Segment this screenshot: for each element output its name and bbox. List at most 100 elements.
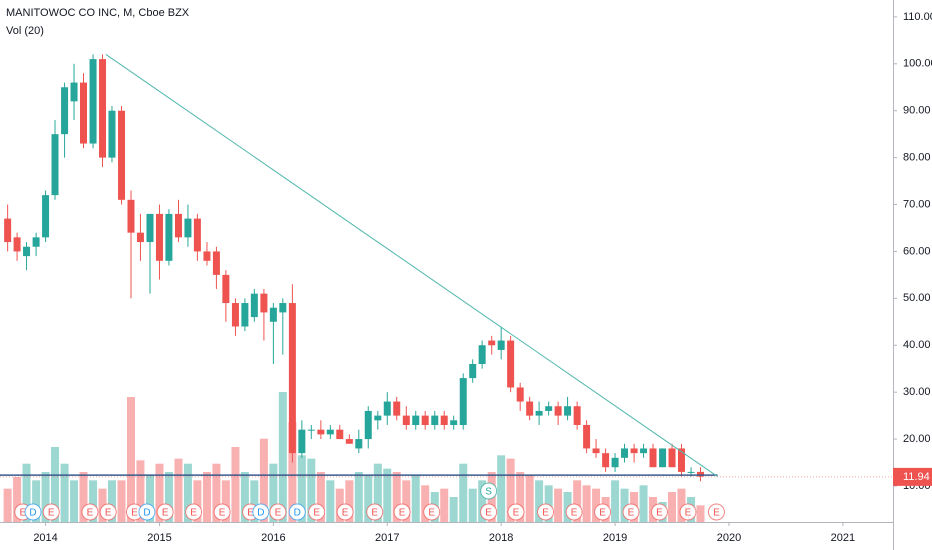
event-label: E — [313, 508, 320, 519]
x-tick-label: 2020 — [717, 532, 741, 544]
candle-body — [488, 340, 496, 346]
event-label: S — [485, 487, 492, 498]
candle-body — [203, 251, 211, 261]
event-label: E — [685, 508, 692, 519]
event-label: E — [428, 508, 435, 519]
volume-bar — [335, 488, 344, 522]
volume-bar — [478, 480, 487, 522]
event-label: E — [599, 508, 606, 519]
volume-bar — [611, 480, 620, 522]
volume-bar — [592, 488, 601, 522]
x-tick-label: 2019 — [603, 532, 627, 544]
x-tick-label: 2014 — [33, 532, 57, 544]
candle-body — [478, 345, 486, 365]
event-marker — [42, 503, 60, 521]
candle-body — [554, 406, 562, 416]
volume-bar — [440, 488, 449, 522]
y-tick-label: 100.00 — [903, 58, 932, 70]
candle-body — [440, 415, 448, 425]
event-marker — [156, 503, 174, 521]
event-label: E — [571, 508, 578, 519]
candle-body — [402, 415, 410, 425]
candle-body — [317, 429, 325, 435]
volume-bar — [164, 472, 173, 522]
candle-body — [611, 457, 619, 468]
candle-body — [61, 87, 69, 135]
volume-bar — [573, 480, 582, 522]
volume-bar — [174, 458, 183, 522]
volume-bar — [60, 463, 69, 522]
candle-body — [545, 406, 553, 411]
volume-bar — [316, 472, 325, 522]
chart-title: MANITOWOC CO INC, M, Cboe BZX — [6, 7, 190, 19]
trend-line — [105, 54, 718, 478]
event-label: D — [29, 508, 36, 519]
volume-bar — [497, 455, 506, 522]
candle-body — [621, 448, 629, 458]
candle-body — [516, 387, 524, 402]
event-marker — [81, 503, 99, 521]
volume-bar — [307, 458, 316, 522]
candle-body — [4, 218, 12, 243]
y-tick-label: 60.00 — [903, 245, 931, 257]
volume-bar — [221, 480, 230, 522]
candle-body — [288, 303, 296, 454]
candle-body — [241, 303, 249, 327]
candle-body — [412, 415, 420, 425]
volume-bar — [51, 447, 60, 522]
event-label: E — [513, 508, 520, 519]
event-marker — [537, 503, 555, 521]
volume-bar — [146, 475, 155, 522]
candle-body — [564, 406, 572, 416]
volume-bar — [240, 472, 249, 522]
candle-body — [374, 415, 382, 421]
candle-body — [307, 429, 315, 431]
volume-bar — [449, 497, 458, 522]
last-price-box — [893, 467, 932, 486]
event-label: E — [371, 508, 378, 519]
y-tick-label: 90.00 — [903, 105, 931, 117]
candle-body — [136, 232, 144, 243]
volume-bar — [402, 480, 411, 522]
volume-bar — [373, 463, 382, 522]
event-label: E — [247, 508, 254, 519]
event-marker — [185, 503, 203, 521]
candle-body — [13, 237, 21, 252]
volume-bar — [183, 463, 192, 522]
volume-bar — [98, 488, 107, 522]
volume-bar — [364, 475, 373, 522]
y-tick-label: 30.00 — [903, 386, 931, 398]
candle-body — [174, 213, 182, 238]
event-marker — [308, 503, 326, 521]
candle-body — [526, 401, 534, 416]
candle-body — [222, 274, 230, 304]
candle-body — [355, 439, 363, 449]
candle-body — [583, 424, 591, 449]
event-marker — [213, 503, 231, 521]
candle-body — [212, 251, 220, 275]
event-label: E — [713, 508, 720, 519]
event-marker — [336, 503, 354, 521]
candle-body — [231, 303, 239, 327]
volume-bar — [668, 492, 677, 522]
candle-body — [193, 218, 201, 252]
candle-body — [70, 82, 78, 102]
volume-bar — [269, 463, 278, 522]
volume-bar — [696, 505, 705, 522]
volume-bar — [506, 458, 515, 522]
volume-bar — [639, 485, 648, 522]
volume-bar — [392, 472, 401, 522]
event-marker — [679, 503, 697, 521]
candle-body — [336, 429, 344, 440]
event-marker — [565, 503, 583, 521]
volume-bar — [126, 397, 135, 522]
volume-bar — [326, 480, 335, 522]
candle-body — [421, 415, 429, 425]
event-label: E — [656, 508, 663, 519]
volume-bar — [544, 485, 553, 522]
y-tick-label: 50.00 — [903, 292, 931, 304]
event-marker — [480, 503, 498, 521]
candle-body — [592, 448, 600, 454]
